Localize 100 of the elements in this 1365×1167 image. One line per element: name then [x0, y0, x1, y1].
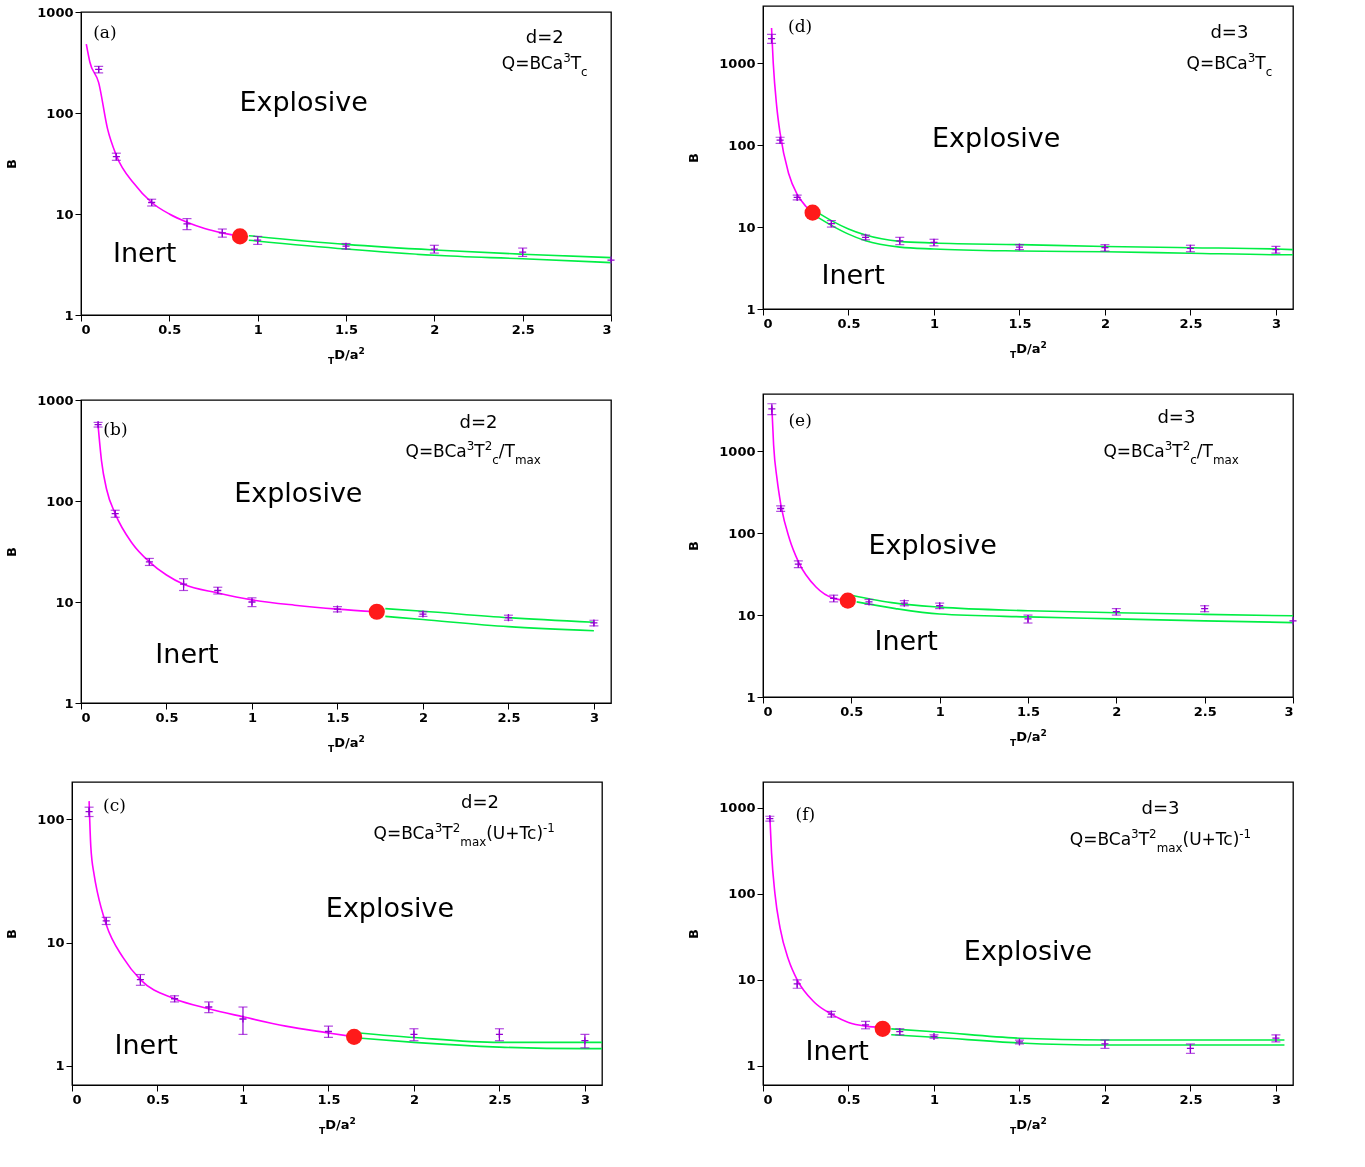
x-tick-label: 2 — [418, 709, 428, 725]
y-tick-label: 10 — [737, 972, 756, 988]
x-tick-label: 3 — [580, 1091, 590, 1107]
annotation: Explosive — [868, 528, 997, 560]
x-tick-label: 2 — [1100, 315, 1110, 331]
annotation: Inert — [155, 637, 219, 669]
annotation: Explosive — [932, 122, 1061, 154]
x-tick-label: 0 — [81, 709, 91, 725]
x-tick-label: 0.5 — [155, 709, 179, 725]
x-tick-label: 0.5 — [840, 703, 864, 719]
x-tick-label: 2.5 — [488, 1091, 512, 1107]
x-tick-label: 2.5 — [497, 709, 521, 725]
y-tick-label: 1 — [746, 301, 756, 317]
x-tick-label: 1 — [238, 1091, 248, 1107]
point — [839, 592, 856, 609]
y-tick-label: 100 — [46, 105, 74, 121]
x-tick-label: 0.5 — [158, 321, 182, 337]
x-tick-label: 1.5 — [1008, 1091, 1032, 1107]
x-tick-label: 0 — [763, 315, 773, 331]
point — [580, 1036, 590, 1045]
y-tick-label: 100 — [46, 493, 74, 509]
x-tick-label: 1.5 — [1016, 703, 1041, 719]
annotation: Q=BCa$^{3}$T$^{2}$$_{max}$(U+Tc)$^{-1}$ — [373, 820, 555, 849]
annotation: Q=BCa$^{3}$T$^{2}$$_{max}$(U+Tc)$^{-1}$ — [1069, 826, 1252, 855]
point — [874, 1020, 891, 1037]
annotation: Inert — [114, 1028, 178, 1060]
x-tick-label: 1 — [253, 321, 263, 337]
annotation: (b) — [103, 419, 128, 440]
y-tick-label: 10 — [737, 219, 756, 235]
annotation: d=2 — [461, 791, 500, 813]
x-tick-label: 1.5 — [317, 1091, 341, 1107]
x-axis-title: $_{T}$D/a$^{2}$ — [1010, 727, 1047, 748]
x-tick-label: 0 — [763, 703, 773, 719]
x-tick-label: 3 — [1284, 703, 1294, 719]
y-axis-title: B — [686, 541, 702, 551]
x-tick-label: 2 — [1100, 1091, 1110, 1107]
y-tick-label: 1 — [746, 1058, 756, 1074]
x-tick-label: 0 — [72, 1091, 82, 1107]
x-axis-title: $_{T}$D/a$^{2}$ — [1010, 1115, 1047, 1136]
y-axis-title: B — [4, 159, 20, 169]
x-tick-label: 2 — [430, 321, 440, 337]
annotation: Q=BCa$^{3}$T$^{2}$$_{c}$/T$_{max}$ — [405, 438, 541, 467]
x-tick-label: 0 — [81, 321, 91, 337]
y-tick-label: 100 — [728, 525, 756, 541]
y-tick-label: 10 — [737, 607, 756, 623]
y-tick-label: 100 — [37, 811, 65, 827]
y-tick-label: 1000 — [719, 55, 756, 71]
x-tick-label: 3 — [1271, 1091, 1281, 1107]
point — [238, 1014, 248, 1024]
y-tick-label: 10 — [55, 206, 74, 222]
annotation: d=3 — [1141, 797, 1180, 819]
annotation: Inert — [112, 237, 177, 269]
annotation: Q=BCa$^{3}$T$_{c}$ — [501, 50, 588, 79]
y-tick-label: 1000 — [719, 443, 756, 459]
annotation: (f) — [795, 804, 816, 825]
y-tick-label: 1000 — [37, 392, 74, 408]
point — [606, 255, 616, 265]
x-tick-label: 2.5 — [1193, 703, 1217, 719]
annotation: d=3 — [1157, 406, 1196, 428]
x-tick-label: 1 — [247, 709, 257, 725]
x-axis-title: $_{T}$D/a$^{2}$ — [1010, 339, 1047, 360]
x-tick-label: 0.5 — [837, 1091, 861, 1107]
annotation: Explosive — [234, 476, 363, 508]
x-axis-title: $_{T}$D/a$^{2}$ — [319, 1115, 356, 1136]
y-axis-title: B — [686, 929, 702, 939]
x-tick-label: 3 — [602, 321, 612, 337]
y-tick-label: 10 — [55, 594, 74, 610]
y-tick-label: 10 — [46, 935, 65, 951]
x-axis-title: $_{T}$D/a$^{2}$ — [328, 345, 365, 366]
y-axis-title: B — [4, 547, 20, 557]
y-tick-label: 1 — [55, 1058, 65, 1074]
x-tick-label: 0.5 — [146, 1091, 170, 1107]
x-tick-label: 0 — [763, 1091, 773, 1107]
annotation: d=3 — [1210, 21, 1249, 43]
annotation: Explosive — [239, 85, 368, 117]
x-tick-label: 0.5 — [837, 315, 861, 331]
y-axis-title: B — [4, 929, 20, 939]
x-tick-label: 2 — [1112, 703, 1122, 719]
x-tick-label: 2.5 — [511, 321, 535, 337]
x-tick-label: 1.5 — [334, 321, 359, 337]
annotation: Explosive — [325, 892, 455, 924]
x-tick-label: 2.5 — [1179, 315, 1203, 331]
y-tick-label: 1000 — [719, 800, 756, 816]
y-tick-label: 1000 — [37, 4, 74, 20]
x-tick-label: 3 — [589, 709, 599, 725]
x-tick-label: 2 — [409, 1091, 419, 1107]
point — [1288, 616, 1298, 626]
x-tick-label: 1.5 — [1008, 315, 1032, 331]
annotation: Inert — [821, 258, 885, 290]
x-tick-label: 1 — [935, 703, 945, 719]
annotation: Inert — [805, 1034, 869, 1066]
x-tick-label: 1 — [929, 315, 939, 331]
y-axis-title: B — [686, 153, 702, 163]
annotation: (d) — [788, 16, 813, 37]
annotation: Q=BCa$^{3}$T$^{2}$$_{c}$/T$_{max}$ — [1103, 438, 1239, 467]
x-tick-label: 3 — [1271, 315, 1281, 331]
annotation: d=2 — [525, 25, 564, 47]
annotation: (a) — [93, 22, 117, 43]
x-tick-label: 2.5 — [1179, 1091, 1203, 1107]
x-tick-label: 1.5 — [326, 709, 350, 725]
